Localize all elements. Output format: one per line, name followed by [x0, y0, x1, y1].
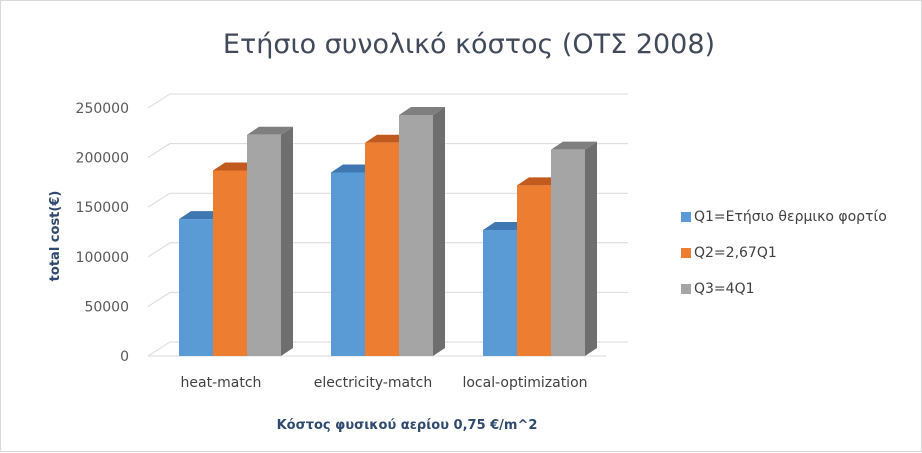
- x-tick-label-heat-match: heat-match: [181, 375, 262, 391]
- x-tick-labels: heat-match electricity-match local-optimiz…: [181, 375, 588, 391]
- grid-diag-0: [147, 341, 171, 357]
- bars: [179, 106, 597, 356]
- legend-item-2: Q2=2,67Q1: [681, 245, 777, 261]
- bar-front: [247, 134, 281, 356]
- bar-front: [365, 142, 399, 356]
- bar-front: [213, 170, 247, 356]
- x-axis-label: Κόστος φυσικού αερίου 0,75 €/m^2: [277, 418, 538, 433]
- bar-local-optimization-s3: [551, 141, 597, 356]
- grid-diag-4: [147, 143, 171, 159]
- legend: Q1=Ετήσιο θερμικο φορτίο Q2=2,67Q1 Q3=4Q1: [681, 209, 887, 297]
- bar-electricity-match-s3: [399, 106, 445, 356]
- legend-label: Q2=2,67Q1: [694, 245, 777, 261]
- legend-item-3: Q3=4Q1: [681, 281, 755, 297]
- y-tick-label: 250000: [76, 101, 129, 117]
- legend-item-1: Q1=Ετήσιο θερμικο φορτίο: [681, 209, 887, 225]
- y-tick-label: 200000: [76, 151, 129, 167]
- bar-side: [585, 141, 597, 356]
- legend-label: Q1=Ετήσιο θερμικο φορτίο: [694, 209, 887, 225]
- bar-front: [517, 185, 551, 356]
- bar-heat-match-s3: [247, 126, 293, 356]
- bar-front: [483, 230, 517, 356]
- legend-swatch: [681, 284, 691, 294]
- legend-label: Q3=4Q1: [694, 281, 755, 297]
- y-axis-label: total cost(€): [48, 191, 63, 282]
- x-tick-label-local-optimization: local-optimization: [462, 375, 587, 391]
- y-tick-labels: 0 50000 100000 150000 200000 250000: [76, 101, 129, 365]
- bar-top: [247, 126, 293, 135]
- legend-swatch: [681, 212, 691, 222]
- grid-diag-2: [147, 242, 171, 258]
- bar-top: [399, 106, 445, 115]
- legend-swatch: [681, 248, 691, 258]
- bar-front: [551, 149, 585, 356]
- bar-front: [399, 114, 433, 356]
- grid-diag-1: [147, 291, 171, 307]
- bar-side: [281, 126, 293, 356]
- y-tick-label: 0: [120, 349, 129, 365]
- bar-side: [433, 106, 445, 356]
- bar-front: [331, 172, 365, 356]
- x-tick-label-electricity-match: electricity-match: [314, 375, 432, 391]
- chart-title: Ετήσιο συνολικό κόστος (ΟΤΣ 2008): [223, 29, 715, 60]
- grid-diag-3: [147, 192, 171, 208]
- bar-front: [179, 219, 213, 356]
- y-tick-label: 150000: [76, 200, 129, 216]
- y-tick-label: 50000: [84, 299, 129, 315]
- grid-diag-5: [147, 93, 171, 109]
- y-tick-label: 100000: [76, 250, 129, 266]
- bar-top: [551, 141, 597, 150]
